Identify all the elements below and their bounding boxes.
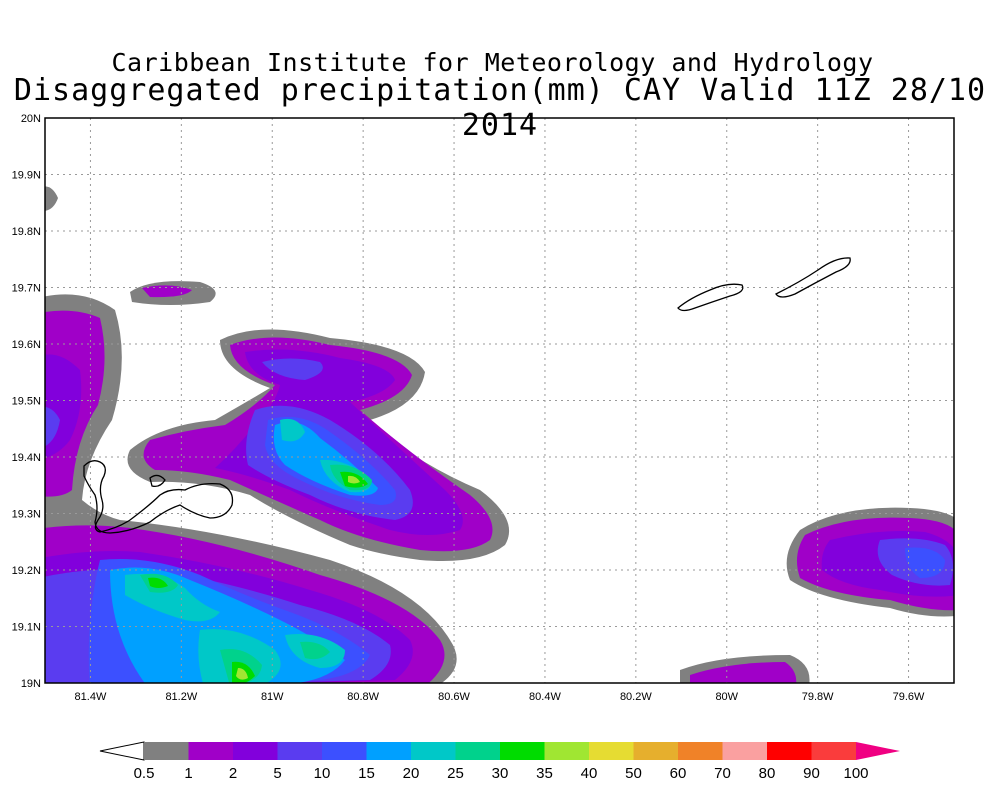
colorbar-label: 2 (229, 765, 237, 782)
colorbar-swatch (277, 742, 322, 760)
lon-tick-label: 80.6W (438, 691, 470, 703)
precip-area-5 (45, 407, 60, 447)
lat-tick-label: 19.1N (12, 622, 41, 634)
colorbar-swatch (366, 742, 411, 760)
lat-tick-label: 19.4N (12, 452, 41, 464)
lat-tick-label: 19N (21, 678, 41, 690)
lon-tick-label: 81.4W (75, 691, 107, 703)
lat-tick-label: 19.6N (12, 339, 41, 351)
colorbar-swatch (811, 742, 856, 760)
title-line-1: Caribbean Institute for Meteorology and … (111, 48, 874, 77)
colorbar: 0.5 1 2 5 10 15 20 25 30 35 40 50 60 70 80 90 100 (99, 741, 900, 782)
colorbar-label: 40 (581, 765, 598, 782)
precip-area-30 (148, 577, 168, 588)
latitude-labels: 19N 19.1N 19.2N 19.3N 19.4N 19.5N 19.6N 19.7N 19… (12, 113, 41, 690)
precip-area-25 (300, 641, 330, 660)
map-grid (45, 118, 954, 683)
colorbar-label: 0.5 (134, 765, 155, 782)
colorbar-swatch (633, 742, 678, 760)
colorbar-label: 70 (714, 765, 731, 782)
island-grand-cayman-north-sound (149, 474, 166, 488)
colorbar-label: 30 (492, 765, 509, 782)
lat-tick-label: 19.5N (12, 396, 41, 408)
colorbar-swatch (233, 742, 278, 760)
colorbar-swatch (322, 742, 367, 760)
island-cayman-brac (775, 257, 851, 298)
colorbar-swatch (500, 742, 545, 760)
lat-tick-label: 20N (21, 113, 41, 125)
colorbar-swatch (722, 742, 767, 760)
precip-area-1 (142, 285, 192, 298)
island-grand-cayman (83, 460, 234, 534)
precip-area-0.5 (45, 186, 58, 211)
precip-area-35 (348, 475, 360, 484)
colorbar-label: 10 (314, 765, 331, 782)
colorbar-swatch (144, 742, 189, 760)
colorbar-label: 1 (184, 765, 192, 782)
lon-tick-label: 80.8W (347, 691, 379, 703)
colorbar-label: 15 (358, 765, 375, 782)
lat-tick-label: 19.3N (12, 509, 41, 521)
colorbar-label: 50 (625, 765, 642, 782)
colorbar-swatch (767, 742, 812, 760)
colorbar-label: 25 (447, 765, 464, 782)
precip-area-20 (280, 418, 305, 442)
colorbar-label: 5 (273, 765, 281, 782)
longitude-labels: 81.4W 81.2W 81W 80.8W 80.6W 80.4W 80.2W 80W 79.8… (75, 691, 926, 703)
lon-tick-label: 80.4W (529, 691, 561, 703)
colorbar-label: 35 (536, 765, 553, 782)
lat-tick-label: 19.2N (12, 565, 41, 577)
map-frame (44, 117, 955, 684)
lon-tick-label: 81.2W (165, 691, 197, 703)
colorbar-swatch (411, 742, 456, 760)
colorbar-label: 60 (670, 765, 687, 782)
island-little-cayman (677, 283, 744, 312)
lon-tick-label: 80W (715, 691, 738, 703)
precip-area-5 (262, 358, 323, 380)
colorbar-swatch (589, 742, 634, 760)
colorbar-arrow-high (856, 742, 900, 760)
colorbar-arrow-low (99, 741, 145, 761)
coastlines (83, 257, 851, 534)
colorbar-label: 90 (803, 765, 820, 782)
colorbar-swatch (188, 742, 233, 760)
title-line-2: Disaggregated precipitation(mm) CAY Vali… (13, 73, 987, 143)
precip-area-1 (690, 662, 797, 683)
colorbar-swatch (544, 742, 589, 760)
lon-tick-label: 79.8W (802, 691, 834, 703)
colorbar-label: 20 (403, 765, 420, 782)
colorbar-label: 100 (843, 765, 868, 782)
lon-tick-label: 81W (261, 691, 284, 703)
lat-tick-label: 19.7N (12, 283, 41, 295)
precip-shading (45, 186, 954, 683)
colorbar-swatch (455, 742, 500, 760)
lon-tick-label: 79.6W (893, 691, 925, 703)
lon-tick-label: 80.2W (620, 691, 652, 703)
lat-tick-label: 19.8N (12, 226, 41, 238)
colorbar-swatch (678, 742, 723, 760)
lat-tick-label: 19.9N (12, 170, 41, 182)
colorbar-label: 80 (759, 765, 776, 782)
precip-area-35 (236, 668, 248, 680)
